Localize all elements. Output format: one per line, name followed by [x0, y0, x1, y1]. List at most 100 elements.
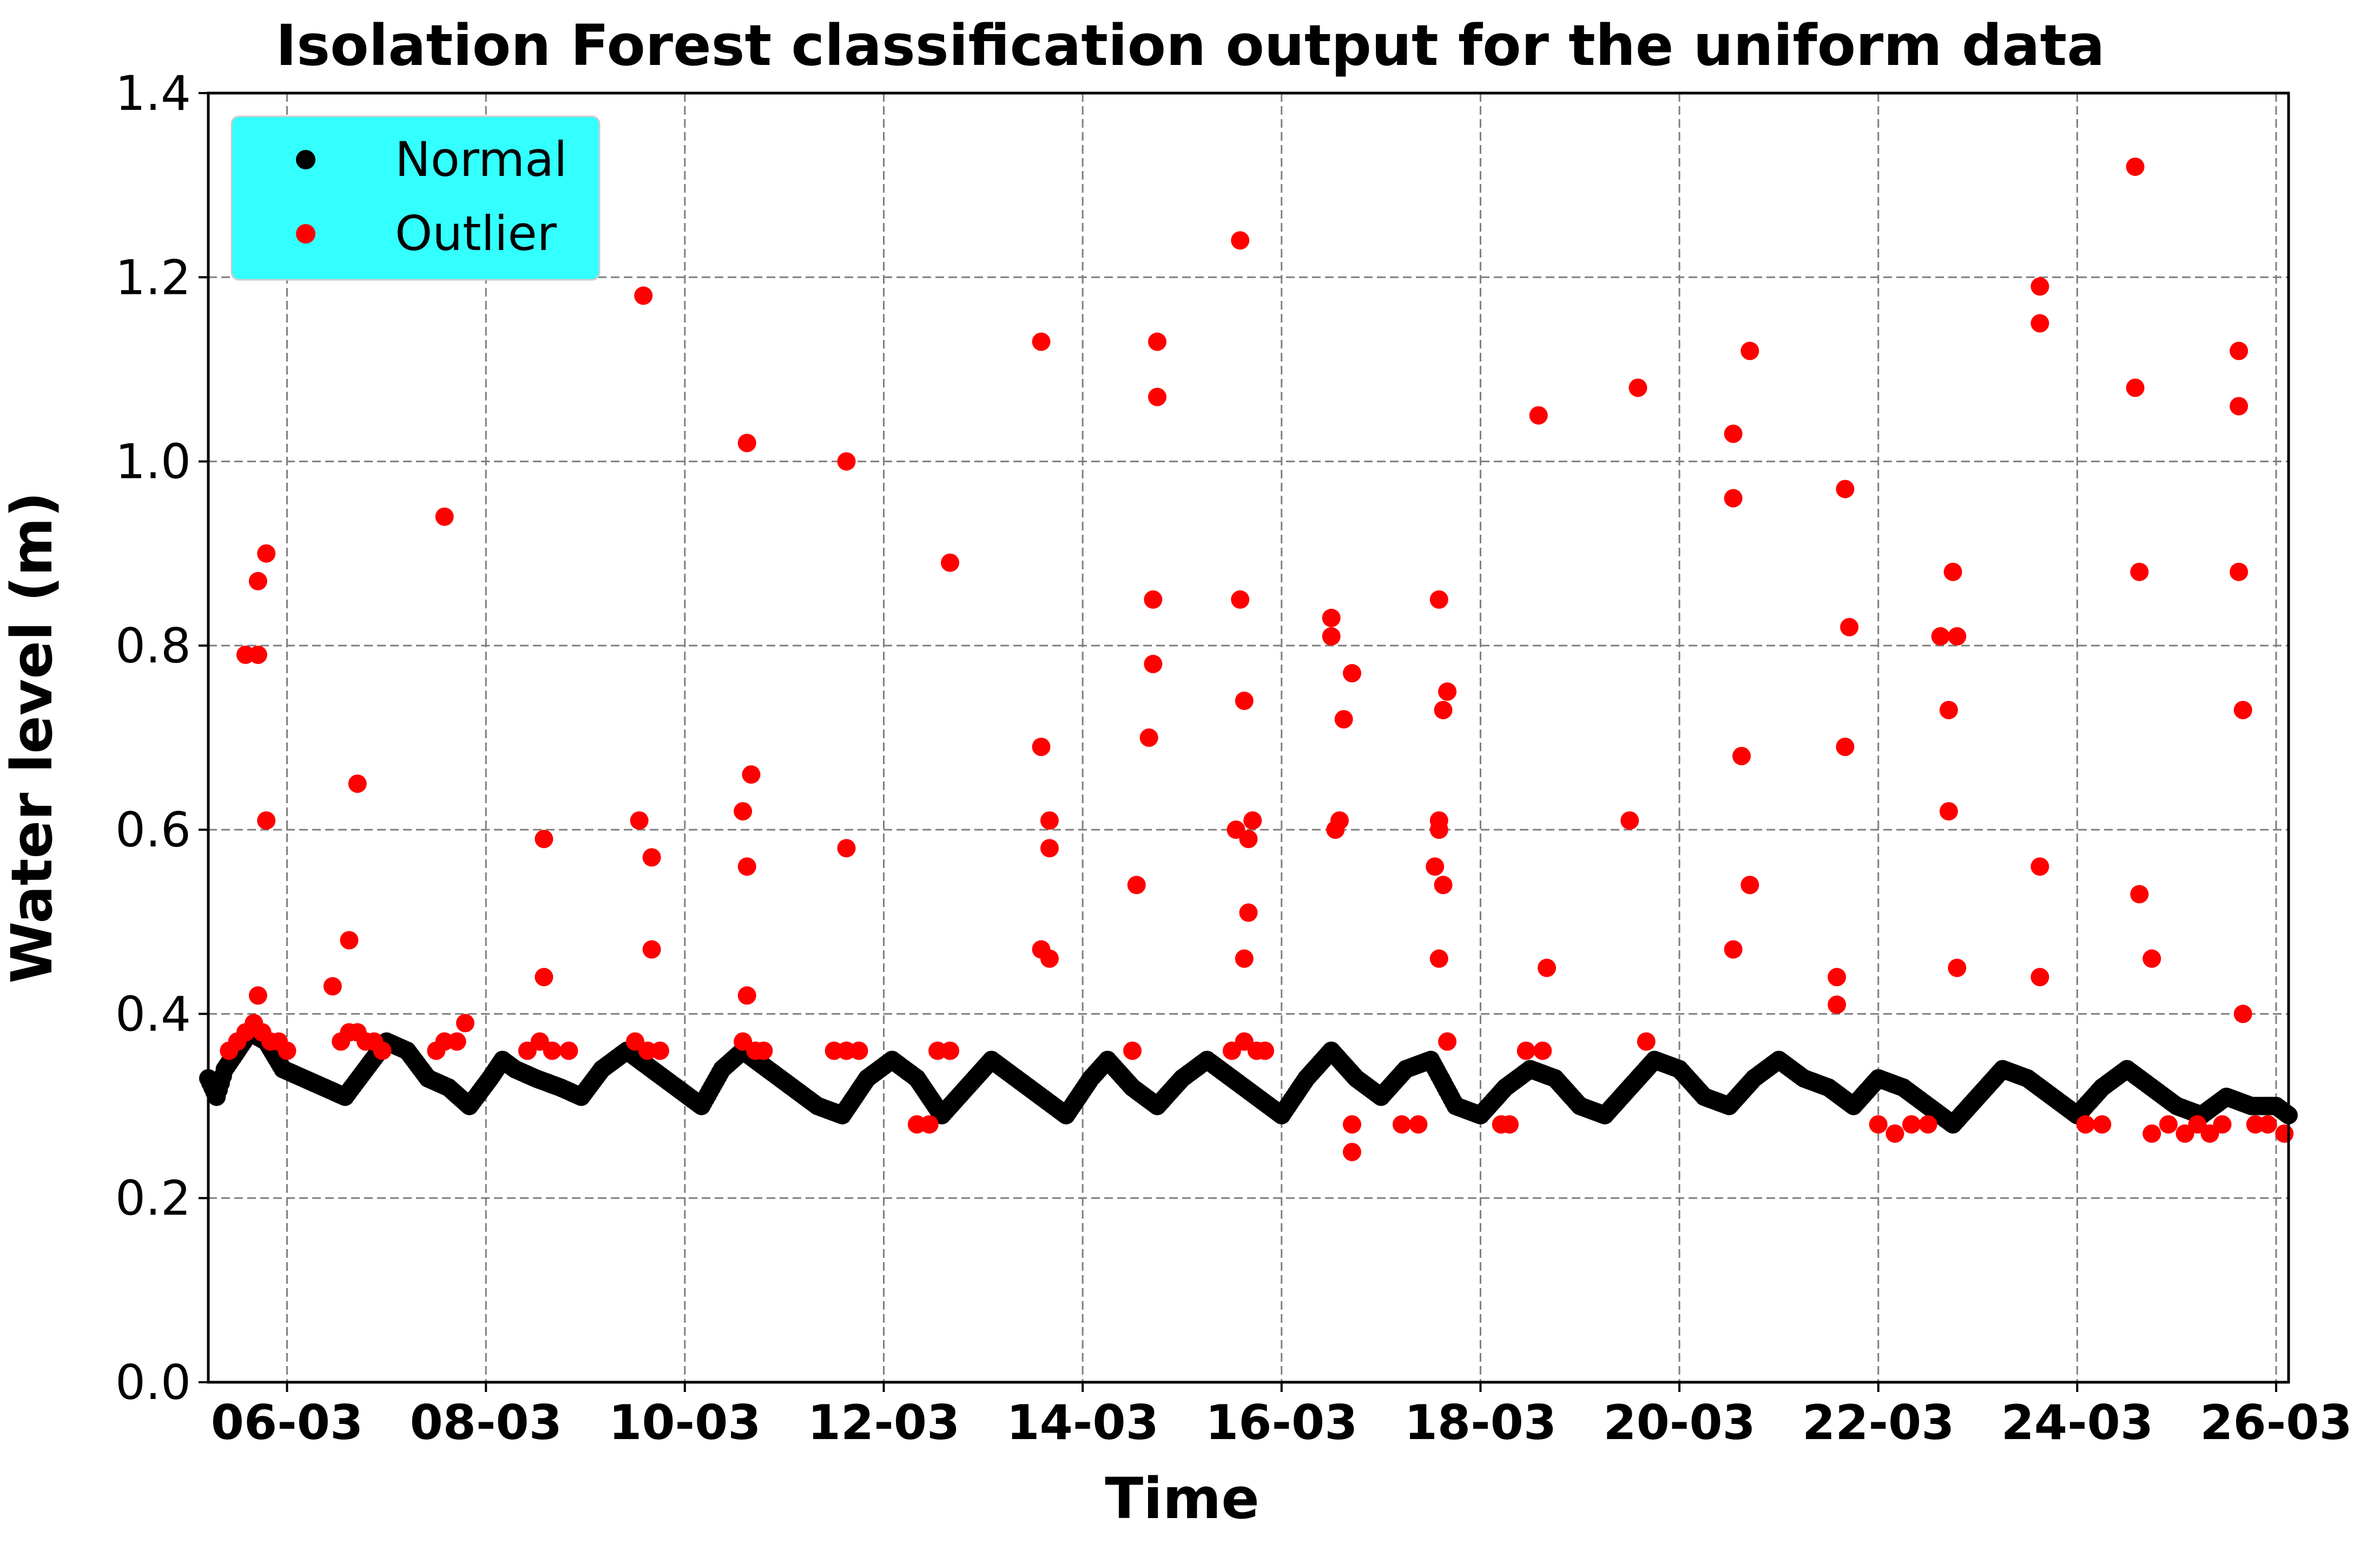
- outlier-point: [1040, 839, 1059, 858]
- x-axis-label: Time: [1105, 1466, 1260, 1532]
- y-axis-label: Water level (m): [0, 492, 65, 984]
- outlier-point: [837, 839, 856, 858]
- outlier-point: [2030, 968, 2049, 987]
- x-tick-label: 18-03: [1405, 1395, 1557, 1450]
- y-tick-label: 0.6: [115, 802, 191, 858]
- legend-marker-normal: [296, 150, 315, 169]
- outlier-point: [754, 1041, 773, 1060]
- outlier-point: [2159, 1115, 2178, 1134]
- outlier-point: [1392, 1115, 1411, 1134]
- outlier-point: [2142, 949, 2161, 968]
- outlier-point: [2275, 1124, 2294, 1143]
- outlier-point: [1948, 958, 1967, 977]
- outlier-point: [248, 572, 267, 590]
- outlier-point: [1144, 654, 1163, 673]
- outlier-point: [1517, 1041, 1535, 1060]
- outlier-point: [1426, 857, 1445, 876]
- outlier-point: [1732, 747, 1751, 765]
- outlier-point: [1939, 802, 1958, 821]
- outlier-point: [1438, 682, 1457, 701]
- outlier-point: [734, 802, 753, 821]
- outlier-point: [1429, 949, 1448, 968]
- outlier-point: [1918, 1115, 1937, 1134]
- outlier-point: [1235, 949, 1254, 968]
- outlier-point: [1322, 627, 1341, 646]
- outlier-point: [1629, 378, 1647, 397]
- outlier-point: [1429, 820, 1448, 839]
- outlier-point: [1620, 811, 1639, 830]
- outlier-point: [1231, 231, 1250, 250]
- outlier-point: [1032, 738, 1051, 756]
- outlier-point: [2142, 1124, 2161, 1143]
- outlier-point: [650, 1041, 669, 1060]
- outlier-point: [1032, 332, 1051, 351]
- outlier-series: [220, 157, 2294, 1161]
- outlier-point: [373, 1041, 392, 1060]
- y-tick-label: 0.4: [115, 986, 191, 1042]
- outlier-point: [2230, 341, 2249, 360]
- legend-label-outlier: Outlier: [395, 206, 557, 261]
- outlier-point: [1828, 968, 1847, 987]
- outlier-point: [348, 774, 367, 793]
- outlier-point: [837, 452, 856, 471]
- outlier-point: [1139, 728, 1158, 747]
- outlier-point: [1040, 949, 1059, 968]
- x-tick-label: 08-03: [410, 1395, 562, 1450]
- x-tick-label: 24-03: [2001, 1395, 2153, 1450]
- y-tick-label: 0.8: [115, 618, 191, 674]
- outlier-point: [1148, 388, 1166, 406]
- outlier-point: [2030, 277, 2049, 296]
- outlier-point: [2213, 1115, 2232, 1134]
- outlier-point: [1239, 830, 1258, 849]
- outlier-point: [634, 286, 653, 305]
- outlier-point: [1943, 562, 1962, 581]
- outlier-point: [1434, 876, 1453, 895]
- outlier-point: [2030, 314, 2049, 333]
- plot-frame: [207, 91, 2290, 1384]
- outlier-point: [941, 1041, 959, 1060]
- outlier-point: [2230, 397, 2249, 416]
- outlier-point: [2093, 1115, 2112, 1134]
- outlier-point: [1256, 1041, 1275, 1060]
- outlier-point: [1123, 1041, 1142, 1060]
- outlier-point: [1235, 691, 1254, 710]
- outlier-point: [2126, 378, 2145, 397]
- outlier-point: [1326, 820, 1345, 839]
- y-tick-labels: 0.0 0.2 0.4 0.6 0.8 1.0 1.2 1.4: [115, 65, 191, 1410]
- outlier-point: [1438, 1032, 1457, 1051]
- outlier-point: [543, 1041, 562, 1060]
- outlier-point: [1144, 590, 1163, 609]
- outlier-point: [323, 977, 342, 996]
- outlier-point: [642, 940, 661, 959]
- outlier-point: [1948, 627, 1967, 646]
- outlier-point: [1741, 876, 1759, 895]
- outlier-point: [1040, 811, 1059, 830]
- outlier-point: [535, 968, 553, 987]
- outlier-point: [1869, 1115, 1888, 1134]
- outlier-point: [1637, 1032, 1656, 1051]
- outlier-point: [1840, 618, 1859, 636]
- outlier-point: [1434, 701, 1453, 719]
- outlier-point: [1529, 406, 1548, 425]
- x-tick-label: 22-03: [1802, 1395, 1954, 1450]
- legend-marker-outlier: [296, 224, 315, 244]
- outlier-point: [278, 1041, 296, 1060]
- outlier-point: [1231, 590, 1250, 609]
- x-tick-label: 12-03: [808, 1395, 960, 1450]
- outlier-point: [257, 811, 276, 830]
- outlier-point: [1836, 480, 1855, 498]
- outlier-point: [456, 1014, 474, 1033]
- outlier-point: [1500, 1115, 1519, 1134]
- outlier-point: [1533, 1041, 1552, 1060]
- outlier-point: [2230, 562, 2249, 581]
- outlier-point: [1724, 424, 1743, 443]
- outlier-point: [2076, 1115, 2095, 1134]
- outlier-point: [2233, 701, 2252, 719]
- outlier-point: [1741, 341, 1759, 360]
- legend-box: [230, 115, 601, 281]
- outlier-point: [1239, 903, 1258, 922]
- outlier-point: [742, 765, 761, 784]
- y-tick-label: 1.4: [115, 65, 191, 121]
- outlier-point: [2030, 857, 2049, 876]
